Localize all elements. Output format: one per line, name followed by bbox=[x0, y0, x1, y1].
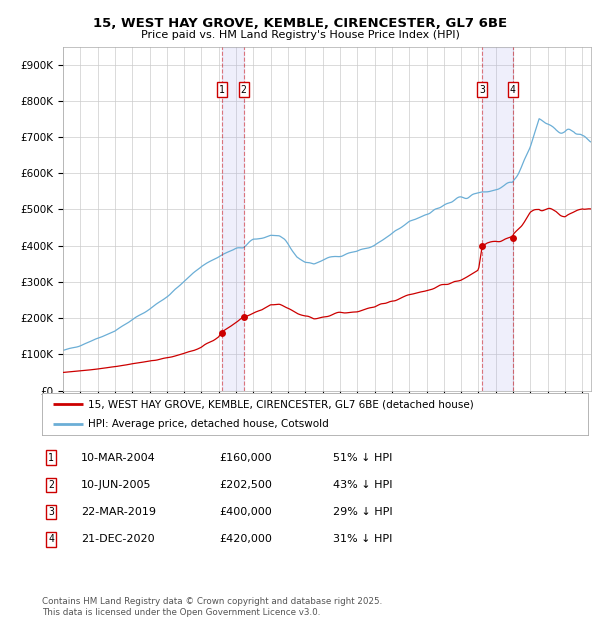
Text: 15, WEST HAY GROVE, KEMBLE, CIRENCESTER, GL7 6BE (detached house): 15, WEST HAY GROVE, KEMBLE, CIRENCESTER,… bbox=[88, 399, 474, 409]
Text: £160,000: £160,000 bbox=[219, 453, 272, 463]
Text: 43% ↓ HPI: 43% ↓ HPI bbox=[333, 480, 392, 490]
Text: 4: 4 bbox=[509, 84, 515, 94]
Text: 15, WEST HAY GROVE, KEMBLE, CIRENCESTER, GL7 6BE: 15, WEST HAY GROVE, KEMBLE, CIRENCESTER,… bbox=[93, 17, 507, 30]
Text: 21-DEC-2020: 21-DEC-2020 bbox=[81, 534, 155, 544]
Text: 51% ↓ HPI: 51% ↓ HPI bbox=[333, 453, 392, 463]
Text: £400,000: £400,000 bbox=[219, 507, 272, 517]
Text: 2: 2 bbox=[48, 480, 54, 490]
Text: £420,000: £420,000 bbox=[219, 534, 272, 544]
Text: 29% ↓ HPI: 29% ↓ HPI bbox=[333, 507, 392, 517]
Text: Contains HM Land Registry data © Crown copyright and database right 2025.
This d: Contains HM Land Registry data © Crown c… bbox=[42, 598, 382, 617]
Text: 22-MAR-2019: 22-MAR-2019 bbox=[81, 507, 156, 517]
Text: 31% ↓ HPI: 31% ↓ HPI bbox=[333, 534, 392, 544]
Text: 3: 3 bbox=[48, 507, 54, 517]
Text: 1: 1 bbox=[48, 453, 54, 463]
Bar bbox=[482, 46, 512, 391]
Text: 10-MAR-2004: 10-MAR-2004 bbox=[81, 453, 156, 463]
Text: HPI: Average price, detached house, Cotswold: HPI: Average price, detached house, Cots… bbox=[88, 419, 329, 429]
Text: 4: 4 bbox=[48, 534, 54, 544]
Text: 3: 3 bbox=[479, 84, 485, 94]
Text: £202,500: £202,500 bbox=[219, 480, 272, 490]
Text: 2: 2 bbox=[241, 84, 247, 94]
Text: Price paid vs. HM Land Registry's House Price Index (HPI): Price paid vs. HM Land Registry's House … bbox=[140, 30, 460, 40]
Text: 10-JUN-2005: 10-JUN-2005 bbox=[81, 480, 151, 490]
Text: 1: 1 bbox=[219, 84, 225, 94]
Bar bbox=[222, 46, 244, 391]
